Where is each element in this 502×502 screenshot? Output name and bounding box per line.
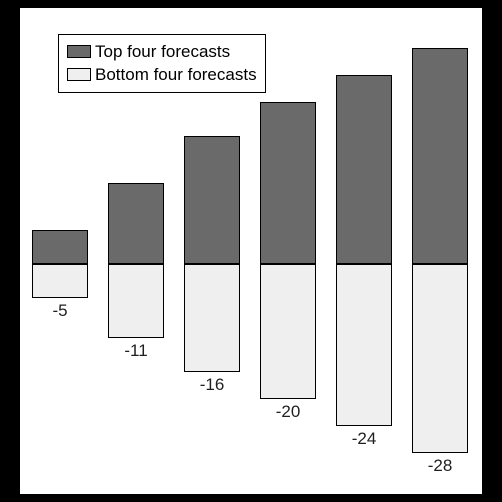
legend-swatch	[67, 68, 91, 81]
bottom-value-label: -24	[352, 429, 377, 449]
legend-label: Bottom four forecasts	[95, 64, 257, 85]
legend-label: Top four forecasts	[95, 41, 230, 62]
top-bar	[32, 230, 88, 264]
top-bar	[336, 75, 392, 264]
legend-item: Top four forecasts	[67, 41, 257, 62]
legend-swatch	[67, 45, 91, 58]
bottom-value-label: -11	[124, 341, 147, 361]
bottom-value-label: -20	[276, 402, 301, 422]
bottom-bar	[260, 264, 316, 399]
bottom-value-label: -28	[428, 456, 453, 476]
top-value-label: 24	[279, 80, 298, 100]
legend-item: Bottom four forecasts	[67, 64, 257, 85]
bottom-bar	[32, 264, 88, 298]
legend: Top four forecastsBottom four forecasts	[58, 34, 266, 93]
top-value-label: 28	[355, 53, 374, 73]
bottom-value-label: -5	[52, 301, 67, 321]
top-value-label: 12	[127, 161, 146, 181]
top-value-label: 19	[203, 114, 222, 134]
top-value-label: 5	[55, 208, 64, 228]
top-bar	[412, 48, 468, 264]
bottom-bar	[108, 264, 164, 338]
forecast-bar-chart: 5 12 19 24 28 32 -5 -11 -16 -20 -24 -28 Top four fo…	[20, 8, 482, 494]
top-bar	[184, 136, 240, 264]
bottom-bar	[184, 264, 240, 372]
top-bar	[260, 102, 316, 264]
bottom-value-label: -16	[200, 375, 225, 395]
top-value-label: 32	[431, 26, 450, 46]
top-bar	[108, 183, 164, 264]
bottom-bar	[336, 264, 392, 426]
bottom-bar	[412, 264, 468, 453]
